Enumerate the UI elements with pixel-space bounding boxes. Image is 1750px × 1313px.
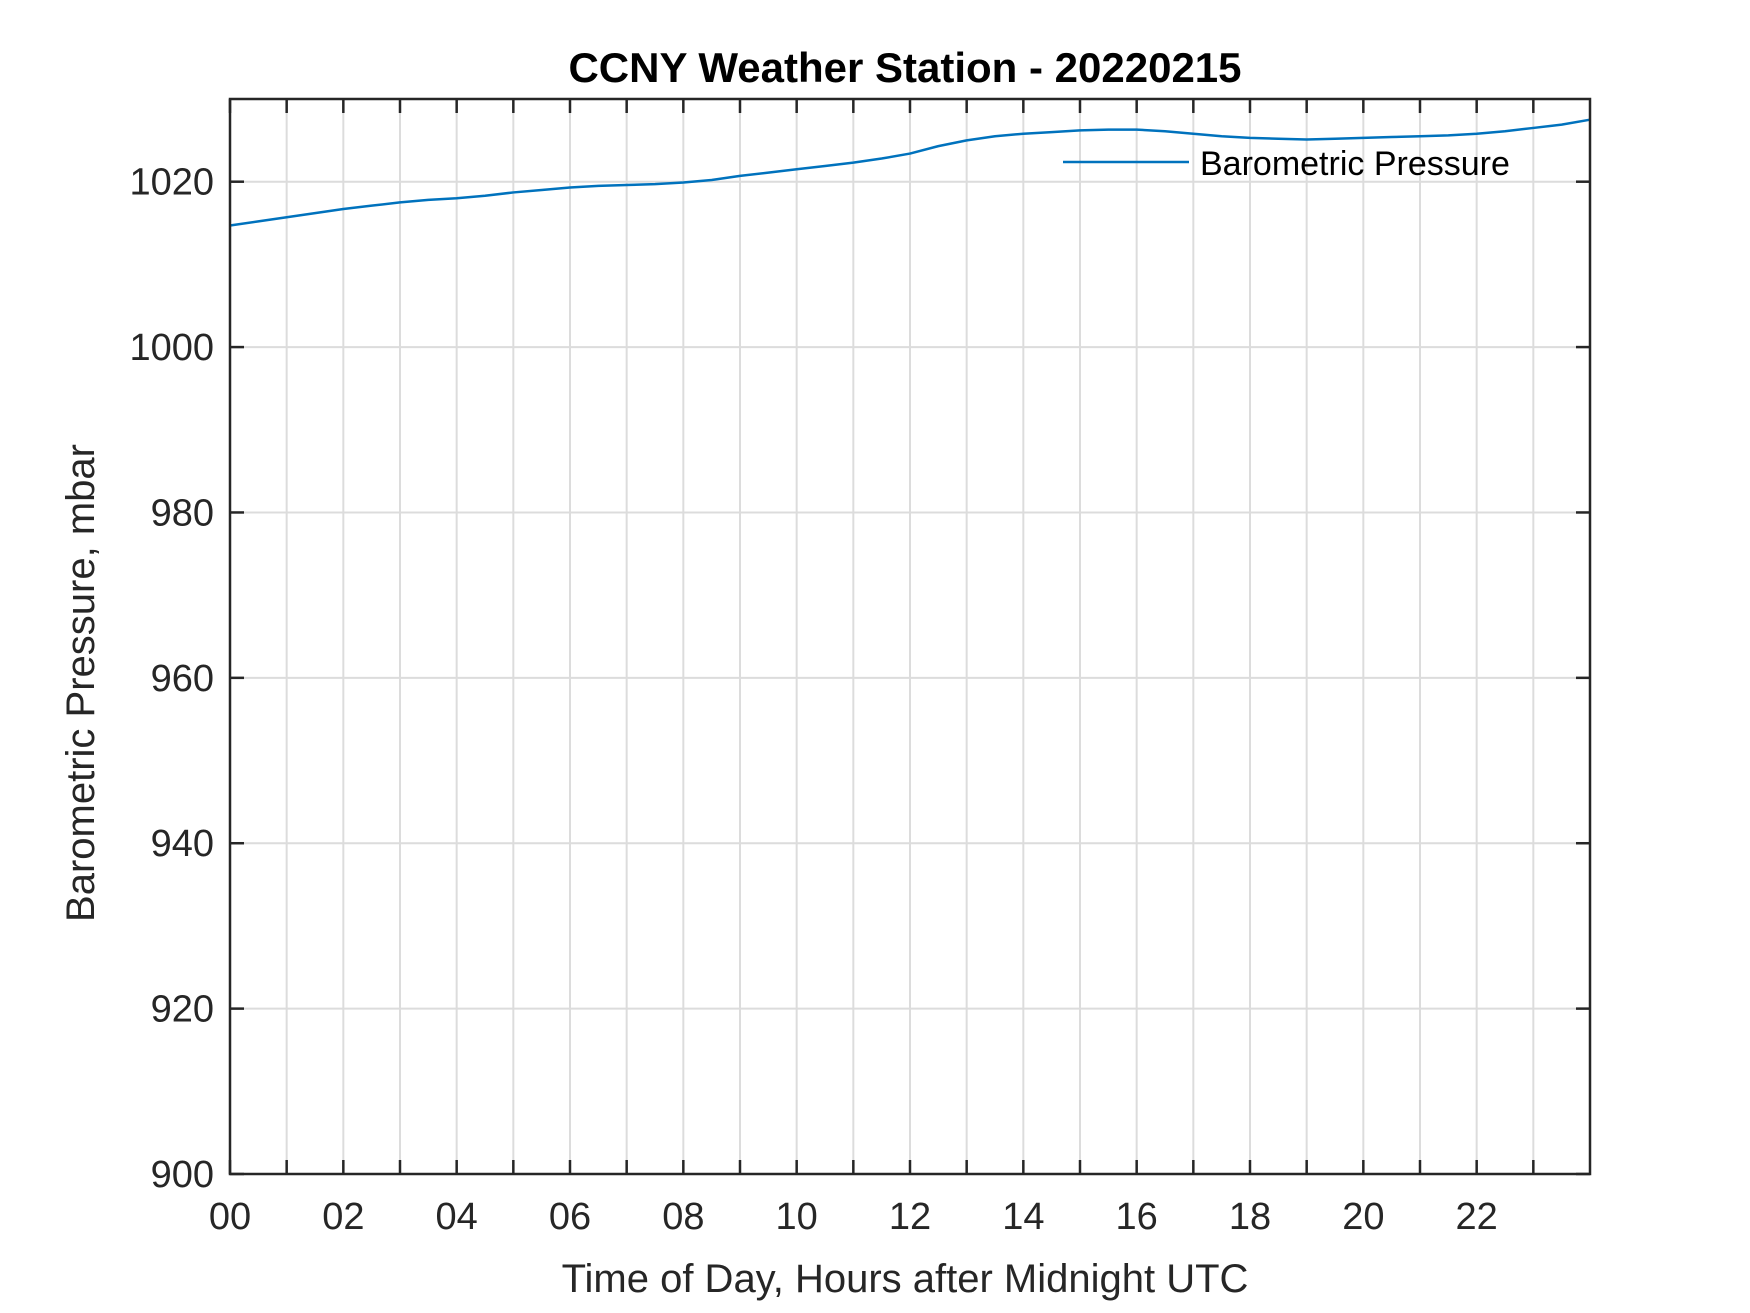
x-tick-label: 00	[209, 1196, 251, 1238]
chart-title: CCNY Weather Station - 20220215	[568, 44, 1241, 91]
x-tick-label: 08	[662, 1196, 704, 1238]
x-tick-label: 10	[776, 1196, 818, 1238]
y-tick-label: 980	[151, 492, 214, 534]
y-tick-label: 960	[151, 658, 214, 700]
series-line-barometric-pressure	[229, 118, 1591, 227]
grid-layer	[229, 99, 1590, 1175]
x-tick-label: 16	[1116, 1196, 1158, 1238]
y-tick-label: 920	[151, 989, 214, 1031]
x-tick-label: 06	[549, 1196, 591, 1238]
y-tick-label: 900	[151, 1154, 214, 1196]
y-tick-label: 1020	[129, 162, 214, 204]
legend-label-barometric-pressure: Barometric Pressure	[1200, 145, 1510, 183]
x-tick-label: 02	[322, 1196, 364, 1238]
x-tick-label: 18	[1229, 1196, 1271, 1238]
x-tick-label: 14	[1002, 1196, 1044, 1238]
y-tick-label: 940	[151, 823, 214, 865]
x-tick-label: 20	[1342, 1196, 1384, 1238]
y-tick-label: 1000	[129, 327, 214, 369]
x-tick-label: 12	[889, 1196, 931, 1238]
legend: Barometric Pressure	[1063, 145, 1510, 183]
series-layer	[229, 118, 1591, 227]
x-tick-label: 04	[436, 1196, 478, 1238]
x-axis-label: Time of Day, Hours after Midnight UTC	[562, 1257, 1249, 1301]
tick-layer: 00 02 04 06 08 10 12 14 16 18 20 22 900 920 940 960 980 1…	[129, 99, 1590, 1238]
y-axis-label: Barometric Pressure, mbar	[59, 444, 103, 922]
x-tick-label: 22	[1456, 1196, 1498, 1238]
